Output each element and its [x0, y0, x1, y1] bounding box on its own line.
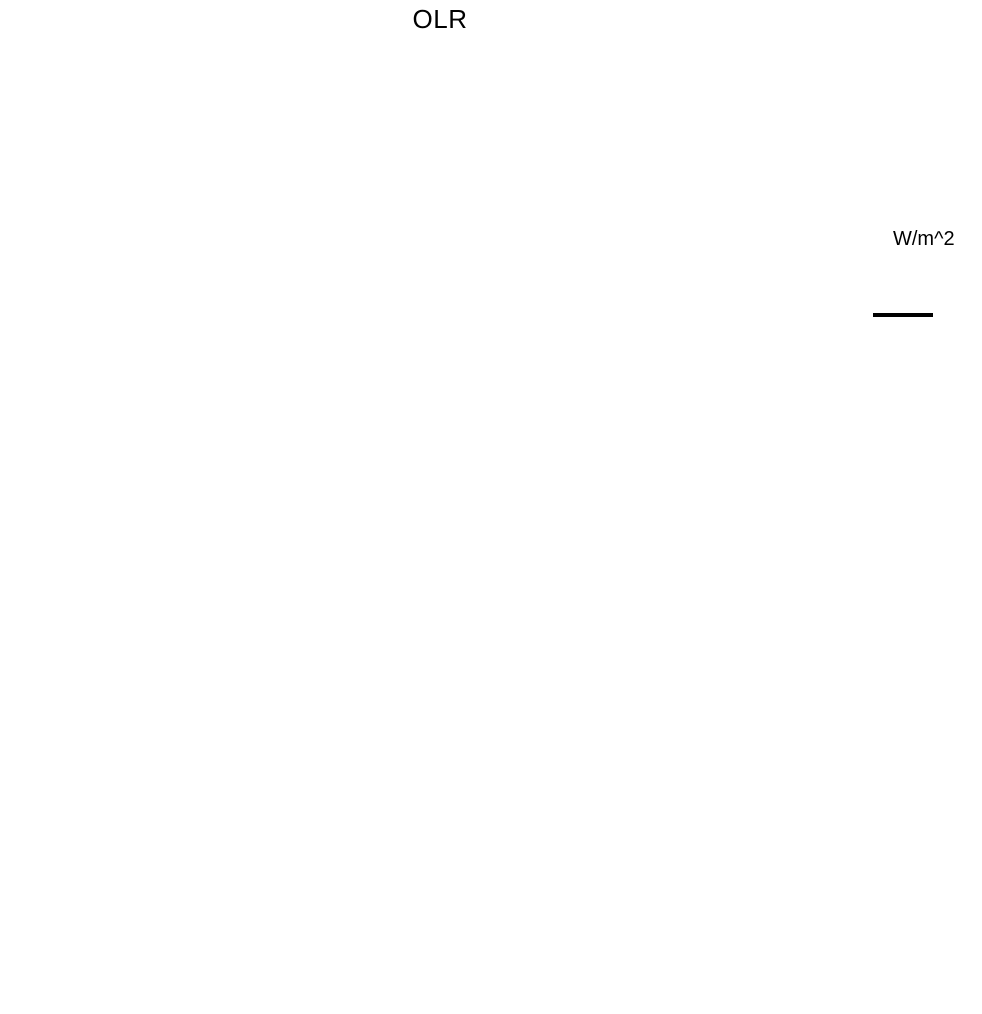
page-title: OLR	[412, 4, 468, 34]
colorbar-bands	[873, 313, 933, 317]
longitude-axis	[68, 967, 830, 968]
colorbar-units-label: W/m^2	[893, 228, 955, 250]
